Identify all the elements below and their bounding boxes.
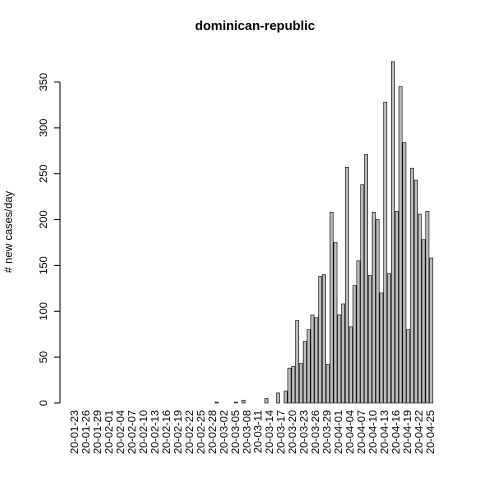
bar — [413, 179, 418, 404]
bar — [429, 257, 434, 404]
bar — [276, 392, 280, 404]
bar — [356, 260, 361, 404]
x-tick-label: 20-04-07 — [356, 410, 368, 454]
bar — [421, 239, 426, 404]
bar — [383, 101, 388, 404]
bar — [364, 154, 368, 404]
bar — [352, 285, 357, 404]
x-tick-label: 20-01-26 — [80, 410, 92, 454]
x-tick-label: 20-02-25 — [195, 410, 207, 454]
bar — [360, 184, 365, 404]
x-tick-label: 20-03-11 — [253, 410, 265, 453]
x-tick-label: 20-02-22 — [184, 410, 196, 454]
x-tick-label: 20-03-02 — [218, 410, 230, 454]
x-tick-label: 20-02-13 — [149, 410, 161, 454]
x-tick-label: 20-04-04 — [345, 410, 357, 454]
bar — [214, 401, 219, 404]
chart-title: dominican-republic — [195, 18, 315, 33]
bar — [348, 326, 353, 404]
x-tick-label: 20-01-23 — [69, 410, 81, 454]
x-tick-label: 20-04-19 — [402, 410, 414, 454]
bar — [241, 399, 246, 404]
y-axis-label: # new cases/day — [3, 191, 15, 273]
x-tick-label: 20-03-29 — [322, 410, 334, 454]
bar — [302, 341, 307, 404]
y-tick-label: 200 — [38, 210, 50, 228]
bar — [318, 276, 323, 404]
bar — [390, 61, 395, 404]
bar — [291, 366, 296, 404]
x-tick-label: 20-03-20 — [287, 410, 299, 454]
x-tick-label: 20-03-14 — [264, 410, 276, 454]
bar — [337, 314, 342, 404]
x-tick-label: 20-03-08 — [241, 410, 253, 454]
bar — [368, 275, 372, 404]
bar — [306, 329, 311, 404]
bar — [425, 211, 430, 404]
x-tick-label: 20-04-25 — [425, 410, 437, 454]
x-tick-label: 20-02-07 — [126, 410, 138, 454]
x-tick-label: 20-04-01 — [333, 410, 345, 454]
x-tick-label: 20-04-16 — [391, 410, 403, 454]
x-tick-label: 20-02-01 — [103, 410, 115, 454]
bar — [333, 242, 338, 404]
y-tick-label: 100 — [38, 302, 50, 320]
bar — [410, 167, 414, 404]
x-tick-label: 20-03-17 — [276, 410, 288, 454]
x-tick-label: 20-04-10 — [368, 410, 380, 454]
x-tick-label: 20-03-05 — [230, 410, 242, 454]
x-tick-label: 20-04-22 — [414, 410, 426, 454]
x-tick-label: 20-02-28 — [207, 410, 219, 454]
bar — [394, 211, 399, 404]
bar — [417, 213, 422, 404]
bar — [233, 401, 238, 404]
y-tick-label: 250 — [38, 165, 50, 183]
y-tick-label: 0 — [38, 400, 50, 406]
x-tick-label: 20-03-23 — [299, 410, 311, 454]
bar — [264, 398, 269, 404]
bar — [387, 273, 391, 404]
bar — [345, 166, 349, 404]
x-tick-label: 20-03-26 — [310, 410, 322, 454]
bar — [379, 292, 384, 404]
x-tick-label: 20-02-19 — [172, 410, 184, 454]
bar — [322, 274, 326, 404]
bar — [325, 364, 330, 404]
bar — [295, 320, 300, 404]
bar — [299, 363, 303, 404]
y-tick-label: 150 — [38, 256, 50, 274]
x-tick-label: 20-02-16 — [161, 410, 173, 454]
bar — [406, 329, 411, 404]
x-tick-label: 20-02-10 — [138, 410, 150, 454]
bar — [375, 219, 380, 404]
x-tick-label: 20-02-04 — [115, 410, 127, 454]
bar — [287, 367, 292, 404]
bar — [402, 142, 407, 404]
y-tick-label: 300 — [38, 119, 50, 137]
y-tick-label: 350 — [38, 73, 50, 91]
bar — [310, 314, 315, 404]
bar — [371, 211, 376, 404]
bar — [398, 86, 403, 404]
bar — [283, 390, 288, 404]
y-tick-label: 50 — [38, 351, 50, 363]
x-tick-label: 20-01-29 — [92, 410, 104, 454]
bar — [329, 211, 334, 404]
bar — [341, 303, 346, 404]
bar — [314, 317, 319, 404]
x-tick-label: 20-04-13 — [379, 410, 391, 454]
